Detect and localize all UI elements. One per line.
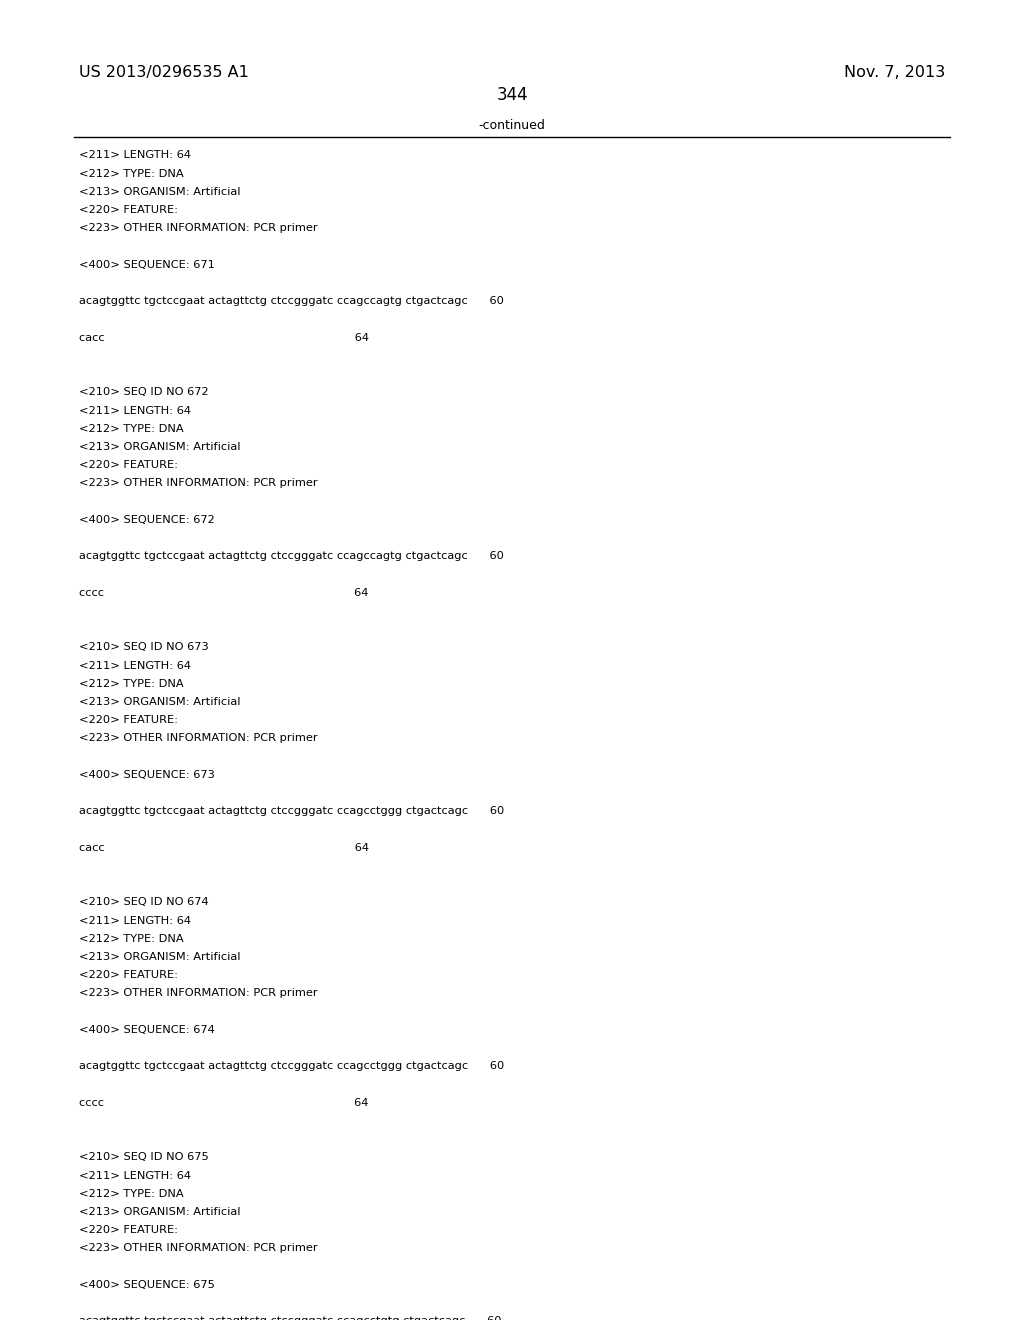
Text: <220> FEATURE:: <220> FEATURE:	[79, 970, 178, 981]
Text: <212> TYPE: DNA: <212> TYPE: DNA	[79, 1189, 183, 1199]
Text: <211> LENGTH: 64: <211> LENGTH: 64	[79, 916, 190, 925]
Text: <213> ORGANISM: Artificial: <213> ORGANISM: Artificial	[79, 1206, 241, 1217]
Text: <210> SEQ ID NO 674: <210> SEQ ID NO 674	[79, 898, 209, 907]
Text: acagtggttc tgctccgaat actagttctg ctccgggatc ccagccagtg ctgactcagc      60: acagtggttc tgctccgaat actagttctg ctccggg…	[79, 552, 504, 561]
Text: <400> SEQUENCE: 671: <400> SEQUENCE: 671	[79, 260, 215, 269]
Text: <213> ORGANISM: Artificial: <213> ORGANISM: Artificial	[79, 697, 241, 708]
Text: <213> ORGANISM: Artificial: <213> ORGANISM: Artificial	[79, 187, 241, 197]
Text: cacc                                                                     64: cacc 64	[79, 842, 369, 853]
Text: -continued: -continued	[478, 119, 546, 132]
Text: <211> LENGTH: 64: <211> LENGTH: 64	[79, 405, 190, 416]
Text: acagtggttc tgctccgaat actagttctg ctccgggatc ccagccagtg ctgactcagc      60: acagtggttc tgctccgaat actagttctg ctccggg…	[79, 296, 504, 306]
Text: <210> SEQ ID NO 675: <210> SEQ ID NO 675	[79, 1152, 209, 1163]
Text: <400> SEQUENCE: 673: <400> SEQUENCE: 673	[79, 770, 215, 780]
Text: <212> TYPE: DNA: <212> TYPE: DNA	[79, 933, 183, 944]
Text: <220> FEATURE:: <220> FEATURE:	[79, 1225, 178, 1236]
Text: <212> TYPE: DNA: <212> TYPE: DNA	[79, 424, 183, 434]
Text: acagtggttc tgctccgaat actagttctg ctccgggatc ccagcctggg ctgactcagc      60: acagtggttc tgctccgaat actagttctg ctccggg…	[79, 807, 504, 816]
Text: <400> SEQUENCE: 674: <400> SEQUENCE: 674	[79, 1024, 215, 1035]
Text: acagtggttc tgctccgaat actagttctg ctccgggatc ccagcctggg ctgactcagc      60: acagtggttc tgctccgaat actagttctg ctccggg…	[79, 1061, 504, 1072]
Text: <220> FEATURE:: <220> FEATURE:	[79, 461, 178, 470]
Text: Nov. 7, 2013: Nov. 7, 2013	[844, 65, 945, 81]
Text: <211> LENGTH: 64: <211> LENGTH: 64	[79, 150, 190, 161]
Text: cacc                                                                     64: cacc 64	[79, 333, 369, 343]
Text: 344: 344	[497, 86, 527, 104]
Text: <223> OTHER INFORMATION: PCR primer: <223> OTHER INFORMATION: PCR primer	[79, 223, 317, 234]
Text: <211> LENGTH: 64: <211> LENGTH: 64	[79, 1171, 190, 1180]
Text: <223> OTHER INFORMATION: PCR primer: <223> OTHER INFORMATION: PCR primer	[79, 478, 317, 488]
Text: acagtggttc tgctccgaat actagttctg ctccgggatc ccagcctgtg ctgactcagc      60: acagtggttc tgctccgaat actagttctg ctccggg…	[79, 1316, 502, 1320]
Text: <400> SEQUENCE: 675: <400> SEQUENCE: 675	[79, 1280, 215, 1290]
Text: <211> LENGTH: 64: <211> LENGTH: 64	[79, 660, 190, 671]
Text: <210> SEQ ID NO 673: <210> SEQ ID NO 673	[79, 643, 209, 652]
Text: <223> OTHER INFORMATION: PCR primer: <223> OTHER INFORMATION: PCR primer	[79, 989, 317, 998]
Text: <212> TYPE: DNA: <212> TYPE: DNA	[79, 678, 183, 689]
Text: cccc                                                                     64: cccc 64	[79, 587, 369, 598]
Text: <223> OTHER INFORMATION: PCR primer: <223> OTHER INFORMATION: PCR primer	[79, 734, 317, 743]
Text: <400> SEQUENCE: 672: <400> SEQUENCE: 672	[79, 515, 215, 525]
Text: <210> SEQ ID NO 672: <210> SEQ ID NO 672	[79, 387, 209, 397]
Text: <213> ORGANISM: Artificial: <213> ORGANISM: Artificial	[79, 442, 241, 451]
Text: <220> FEATURE:: <220> FEATURE:	[79, 205, 178, 215]
Text: cccc                                                                     64: cccc 64	[79, 1098, 369, 1107]
Text: <213> ORGANISM: Artificial: <213> ORGANISM: Artificial	[79, 952, 241, 962]
Text: <223> OTHER INFORMATION: PCR primer: <223> OTHER INFORMATION: PCR primer	[79, 1243, 317, 1254]
Text: US 2013/0296535 A1: US 2013/0296535 A1	[79, 65, 249, 81]
Text: <220> FEATURE:: <220> FEATURE:	[79, 715, 178, 725]
Text: <212> TYPE: DNA: <212> TYPE: DNA	[79, 169, 183, 178]
